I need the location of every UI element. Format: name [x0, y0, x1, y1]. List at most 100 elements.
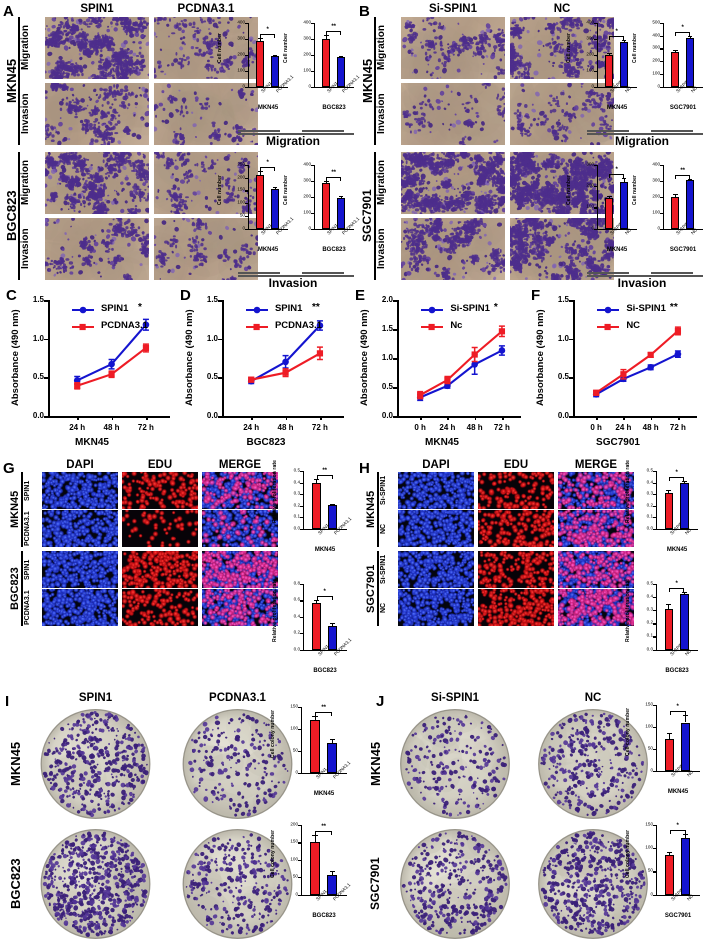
y-tick — [298, 707, 301, 709]
x-tick-label: 0 h — [414, 423, 426, 432]
x-axis — [656, 894, 700, 896]
bar-nc — [685, 37, 695, 87]
panel-i-dish-bgc823-pcdna31 — [175, 828, 300, 940]
y-tick-label: 0.1 — [646, 513, 653, 519]
bar-chart-A-mig-MKN45: Cell number 0 100 200 300 400 SPIN1 PCDNA3.1 * — [217, 16, 295, 102]
y-tick — [298, 750, 301, 752]
panel-h-edu-row1 — [478, 472, 554, 509]
panel-b-group-label-sgc7901: SGC7901 — [360, 189, 374, 243]
y-tick-label: 150 — [237, 187, 245, 193]
y-tick-label: 300 — [652, 45, 660, 51]
error-bar — [331, 739, 333, 743]
error-bar — [274, 186, 276, 190]
y-axis-label: Cell colony number — [625, 707, 631, 756]
panel-h-group-rule-sgc7901 — [377, 551, 379, 626]
y-tick — [245, 177, 248, 179]
panel-a-micrograph-left-row4 — [45, 218, 149, 280]
y-tick — [653, 649, 656, 651]
panel-j-row-label-mkn45: MKN45 — [368, 741, 383, 787]
y-tick-label: 100 — [652, 209, 660, 215]
y-axis-label: Cell number — [217, 33, 223, 64]
y-axis-label: Cell colony number — [270, 829, 276, 878]
panel-b-micrograph-right-row4 — [510, 218, 614, 280]
bar-nc — [681, 837, 691, 895]
legend-marker-PCDNA3.1 — [71, 323, 94, 331]
chart-subcaption: BGC823 — [313, 668, 337, 674]
panel-i-col-header-spin1: SPIN1 — [78, 692, 113, 704]
y-tick — [298, 825, 301, 827]
significance-bracket — [260, 33, 276, 38]
bar-si-spin1 — [605, 55, 614, 87]
legend-label-NC: NC — [626, 320, 641, 331]
y-tick — [311, 165, 314, 167]
significance-bracket — [260, 167, 276, 172]
error-cap — [312, 834, 318, 836]
significance-star: ** — [331, 23, 337, 30]
data-point — [593, 389, 600, 396]
chart-subcaption: MKN45 — [606, 105, 628, 111]
chart-subcaption: MKN45 — [667, 789, 689, 795]
y-tick-label: 0.3 — [646, 606, 653, 612]
x-axis — [222, 416, 344, 418]
y-axis — [248, 23, 250, 88]
error-bar — [259, 171, 261, 175]
panel-b-col-header-sispin1: Si-SPIN1 — [429, 3, 477, 15]
x-axis — [663, 228, 703, 230]
x-tick — [420, 416, 422, 420]
x-axis — [303, 649, 347, 651]
y-tick-label: 400 — [652, 161, 660, 167]
significance-bracket — [669, 710, 686, 715]
panel-g-row-label-mkn45-spin1: SPIN1 — [24, 480, 31, 501]
panel-g-col-header-merge: MERGE — [218, 459, 262, 471]
error-bar — [683, 480, 685, 483]
y-tick-label: 1.5 — [381, 324, 393, 333]
y-tick-label: 0.0 — [557, 411, 569, 420]
y-tick-label: 1.5 — [32, 295, 44, 304]
y-tick-label: 150 — [290, 839, 298, 845]
y-axis — [222, 300, 224, 416]
error-bar — [623, 39, 625, 43]
x-tick — [596, 416, 598, 420]
panel-g-edu-row1 — [122, 472, 198, 509]
y-tick — [653, 726, 656, 729]
x-axis — [597, 228, 637, 230]
panel-a-invasion-rule — [238, 275, 354, 277]
significance-star: * — [266, 160, 269, 167]
y-tick-label: 0.4 — [293, 479, 300, 485]
bar-spin1 — [256, 41, 265, 87]
y-tick-label: 200 — [237, 174, 245, 180]
panel-g-edu-row4 — [122, 589, 198, 626]
error-cap — [682, 480, 687, 482]
bar-chart-B-inv-MKN45: Cell number 0 100 200 300 Si-SPIN1 NC * — [566, 158, 637, 244]
y-tick — [660, 180, 663, 183]
plot-area: 0.0 0.1 0.2 0.3 0.4 0.5 Si-SPIN1 NC * — [647, 581, 698, 657]
panel-a-micrograph-right-row2 — [154, 83, 258, 145]
series-line-Nc — [419, 330, 503, 397]
y-tick — [44, 416, 48, 418]
y-tick-label: 100 — [645, 844, 653, 850]
y-tick — [393, 387, 397, 389]
y-tick-label: 150 — [290, 703, 298, 709]
y-tick — [653, 528, 656, 530]
significance-annotation: ** — [311, 302, 320, 313]
legend-label-SPIN1: SPIN1 — [100, 303, 129, 314]
x-axis-title: SGC7901 — [596, 437, 640, 448]
y-tick — [660, 212, 663, 214]
panel-j-col-header-sispin1: Si-SPIN1 — [431, 692, 479, 704]
significance-bracket — [609, 173, 625, 178]
y-tick — [653, 517, 656, 519]
error-cap — [683, 714, 689, 716]
panel-h-dapi-row1 — [398, 472, 474, 509]
y-tick-label: 100 — [586, 67, 594, 73]
y-tick-label: 0 — [308, 83, 311, 89]
y-axis — [248, 165, 250, 230]
panel-b-invasion-rule — [587, 275, 703, 277]
y-tick — [660, 73, 663, 76]
panel-label: E — [355, 287, 366, 304]
y-axis — [301, 825, 303, 896]
y-tick — [298, 772, 301, 774]
bar-chart-B-inv-SGC7901: Cell number 0 100 200 300 400 Si-SPIN1 NC ** — [632, 158, 703, 244]
y-tick — [245, 23, 248, 25]
panel-h-col-header-dapi: DAPI — [422, 459, 450, 471]
